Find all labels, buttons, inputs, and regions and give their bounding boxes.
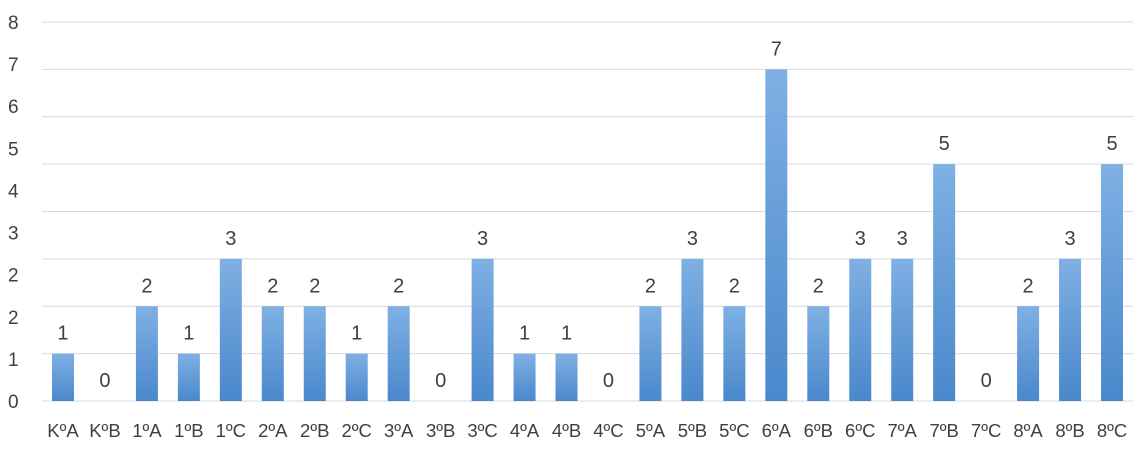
data-label-2ºB: 2 bbox=[309, 275, 320, 297]
y-tick-label: 7 bbox=[8, 55, 19, 76]
bar-1ºA bbox=[135, 306, 158, 401]
y-tick-label: 0 bbox=[8, 392, 19, 413]
data-label-2ºA: 2 bbox=[267, 275, 278, 297]
data-label-5ºC: 2 bbox=[729, 275, 740, 297]
category-label-4ºA: 4ºA bbox=[510, 420, 540, 441]
bar-8ºA bbox=[1017, 306, 1040, 401]
category-label-1ºC: 1ºC bbox=[216, 420, 246, 441]
category-label-6ºA: 6ºA bbox=[762, 420, 792, 441]
category-label-8ºC: 8ºC bbox=[1097, 420, 1127, 441]
data-label-2ºC: 1 bbox=[351, 323, 362, 345]
bar-8ºB bbox=[1059, 258, 1082, 401]
y-tick-label: 3 bbox=[8, 224, 19, 245]
y-tick-label: 2 bbox=[8, 308, 19, 329]
y-tick-label: 4 bbox=[8, 181, 19, 202]
category-label-2ºB: 2ºB bbox=[300, 420, 329, 441]
category-label-2ºA: 2ºA bbox=[258, 420, 288, 441]
y-tick-label: 6 bbox=[8, 97, 19, 118]
category-label-6ºC: 6ºC bbox=[845, 420, 875, 441]
category-label-3ºC: 3ºC bbox=[467, 420, 497, 441]
data-label-KºB: 0 bbox=[99, 370, 110, 392]
bar-1ºB bbox=[177, 353, 200, 401]
data-label-KºA: 1 bbox=[57, 323, 68, 345]
data-label-3ºC: 3 bbox=[477, 228, 488, 250]
bar-7ºA bbox=[891, 258, 914, 401]
category-label-KºA: KºA bbox=[47, 420, 79, 441]
bar-2ºC bbox=[345, 353, 368, 401]
data-label-1ºA: 2 bbox=[141, 275, 152, 297]
data-label-1ºC: 3 bbox=[225, 228, 236, 250]
data-label-7ºA: 3 bbox=[897, 228, 908, 250]
y-tick-label: 5 bbox=[8, 139, 19, 160]
bar-1ºC bbox=[219, 258, 242, 401]
bar-3ºA bbox=[387, 306, 410, 401]
category-label-8ºB: 8ºB bbox=[1055, 420, 1084, 441]
bars bbox=[51, 69, 1124, 401]
y-tick-label: 8 bbox=[8, 13, 19, 34]
y-axis-tick-labels: 0 1 2 2 3 4 5 6 7 8 bbox=[8, 13, 19, 413]
y-tick-label: 1 bbox=[8, 350, 19, 371]
category-label-1ºA: 1ºA bbox=[132, 420, 162, 441]
data-label-6ºA: 7 bbox=[771, 38, 782, 60]
data-label-6ºC: 3 bbox=[855, 228, 866, 250]
category-label-KºB: KºB bbox=[89, 420, 120, 441]
bar-8ºC bbox=[1101, 164, 1124, 401]
data-label-8ºB: 3 bbox=[1064, 228, 1075, 250]
bar-7ºB bbox=[933, 164, 956, 401]
category-label-3ºA: 3ºA bbox=[384, 420, 414, 441]
category-label-5ºA: 5ºA bbox=[636, 420, 666, 441]
data-label-5ºB: 3 bbox=[687, 228, 698, 250]
data-label-7ºC: 0 bbox=[981, 370, 992, 392]
bar-5ºC bbox=[723, 306, 746, 401]
data-label-4ºC: 0 bbox=[603, 370, 614, 392]
bar-5ºA bbox=[639, 306, 662, 401]
category-label-6ºB: 6ºB bbox=[804, 420, 833, 441]
category-label-7ºA: 7ºA bbox=[888, 420, 918, 441]
data-label-4ºA: 1 bbox=[519, 323, 530, 345]
category-label-1ºB: 1ºB bbox=[174, 420, 203, 441]
category-label-7ºB: 7ºB bbox=[929, 420, 958, 441]
bar-6ºC bbox=[849, 258, 872, 401]
x-axis-category-labels: KºA KºB 1ºA 1ºB 1ºC 2ºA 2ºB 2ºC 3ºA 3ºB 3ºC 4ºA 4ºB 4… bbox=[47, 420, 1127, 441]
category-label-7ºC: 7ºC bbox=[971, 420, 1001, 441]
bar-5ºB bbox=[681, 258, 704, 401]
category-label-4ºB: 4ºB bbox=[552, 420, 581, 441]
bar-2ºA bbox=[261, 306, 284, 401]
bar-2ºB bbox=[303, 306, 326, 401]
bar-3ºC bbox=[471, 258, 494, 401]
category-label-8ºA: 8ºA bbox=[1013, 420, 1043, 441]
y-tick-label: 2 bbox=[8, 266, 19, 287]
category-label-5ºB: 5ºB bbox=[678, 420, 707, 441]
bar-6ºB bbox=[807, 306, 830, 401]
data-label-6ºB: 2 bbox=[813, 275, 824, 297]
data-label-3ºA: 2 bbox=[393, 275, 404, 297]
data-label-8ºC: 5 bbox=[1106, 133, 1117, 155]
category-label-3ºB: 3ºB bbox=[426, 420, 455, 441]
gridlines bbox=[42, 21, 1133, 402]
bar-4ºB bbox=[555, 353, 578, 401]
data-label-3ºB: 0 bbox=[435, 370, 446, 392]
category-label-2ºC: 2ºC bbox=[342, 420, 372, 441]
data-label-1ºB: 1 bbox=[183, 323, 194, 345]
category-label-5ºC: 5ºC bbox=[719, 420, 749, 441]
data-label-7ºB: 5 bbox=[939, 133, 950, 155]
bar-4ºA bbox=[513, 353, 536, 401]
category-label-4ºC: 4ºC bbox=[593, 420, 623, 441]
data-label-4ºB: 1 bbox=[561, 323, 572, 345]
bar-KºA bbox=[51, 353, 74, 401]
bar-6ºA bbox=[765, 69, 788, 401]
data-label-5ºA: 2 bbox=[645, 275, 656, 297]
data-label-8ºA: 2 bbox=[1023, 275, 1034, 297]
data-labels: 1 0 2 1 3 2 2 1 2 0 3 1 1 0 2 3 2 7 2 3 3 5 0 2 3 5 bbox=[57, 38, 1117, 392]
